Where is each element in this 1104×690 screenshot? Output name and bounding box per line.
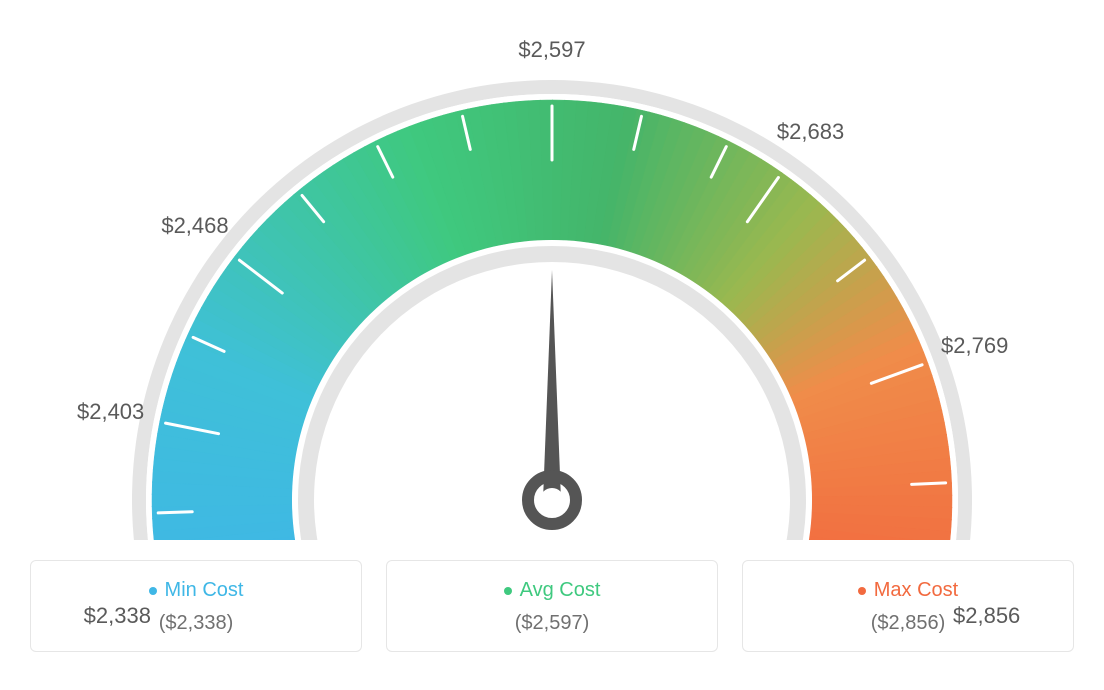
gauge-tick-label: $2,338 (84, 603, 151, 629)
legend-row: Min Cost ($2,338) Avg Cost ($2,597) Max … (20, 560, 1084, 652)
legend-title-max: Max Cost (753, 579, 1063, 602)
dot-icon (504, 587, 512, 595)
gauge-tick-label: $2,468 (161, 213, 228, 239)
gauge-svg (20, 20, 1084, 540)
legend-card-max: Max Cost ($2,856) (742, 560, 1074, 652)
legend-card-avg: Avg Cost ($2,597) (386, 560, 718, 652)
legend-title-text: Avg Cost (520, 579, 601, 601)
gauge-tick-label: $2,403 (77, 399, 144, 425)
cost-gauge-chart: $2,338 $2,403 $2,468 $2,597 $2,683 $2,769 $2,8… (20, 20, 1084, 652)
gauge-tick-label: $2,683 (777, 119, 844, 145)
gauge-tick-label: $2,769 (941, 333, 1008, 359)
legend-card-min: Min Cost ($2,338) (30, 560, 362, 652)
legend-title-text: Max Cost (874, 579, 958, 601)
legend-title-min: Min Cost (41, 579, 351, 602)
legend-title-avg: Avg Cost (397, 579, 707, 602)
gauge-area: $2,338$2,403$2,468$2,597$2,683$2,769$2,8… (20, 20, 1084, 540)
dot-icon (858, 587, 866, 595)
legend-title-text: Min Cost (165, 579, 244, 601)
dot-icon (149, 587, 157, 595)
gauge-tick-label: $2,856 (953, 603, 1020, 629)
gauge-tick-label: $2,597 (518, 37, 585, 63)
legend-value-avg: ($2,597) (397, 612, 707, 635)
